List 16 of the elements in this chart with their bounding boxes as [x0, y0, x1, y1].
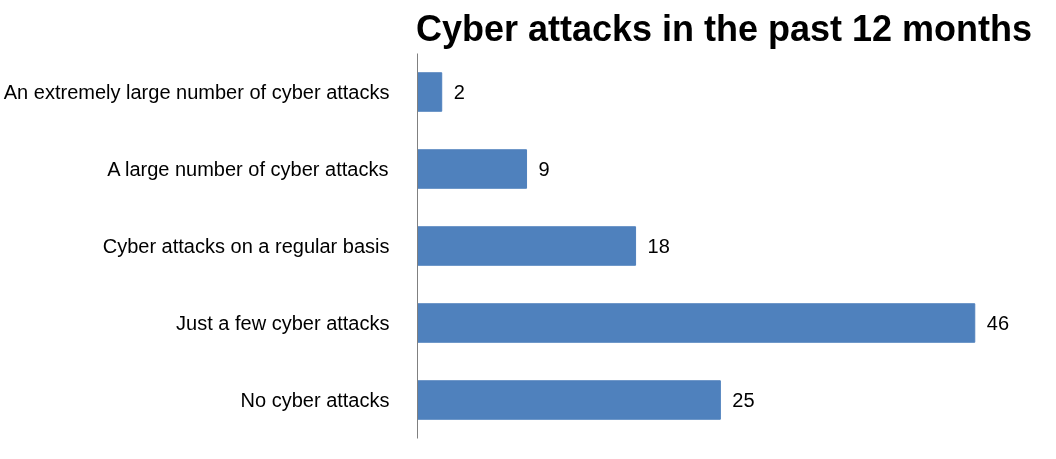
data-label: 18 [647, 235, 670, 257]
y-tick-label: Cyber attacks on a regular basis [102, 235, 390, 257]
bar [417, 303, 976, 343]
y-tick-label: Just a few cyber attacks [176, 312, 390, 334]
y-tick-label: A large number of cyber attacks [107, 158, 389, 180]
chart-title: Cyber attacks in the past 12 months [415, 7, 1033, 49]
bar [417, 149, 528, 189]
y-tick-label: An extremely large number of cyber attacks [3, 81, 390, 103]
data-label: 25 [732, 389, 755, 411]
bar [417, 72, 443, 112]
bar [417, 380, 721, 420]
y-tick-label: No cyber attacks [240, 389, 390, 411]
data-label: 9 [538, 158, 550, 180]
data-label: 46 [986, 312, 1010, 334]
data-label: 2 [453, 81, 465, 103]
bar [417, 226, 637, 266]
